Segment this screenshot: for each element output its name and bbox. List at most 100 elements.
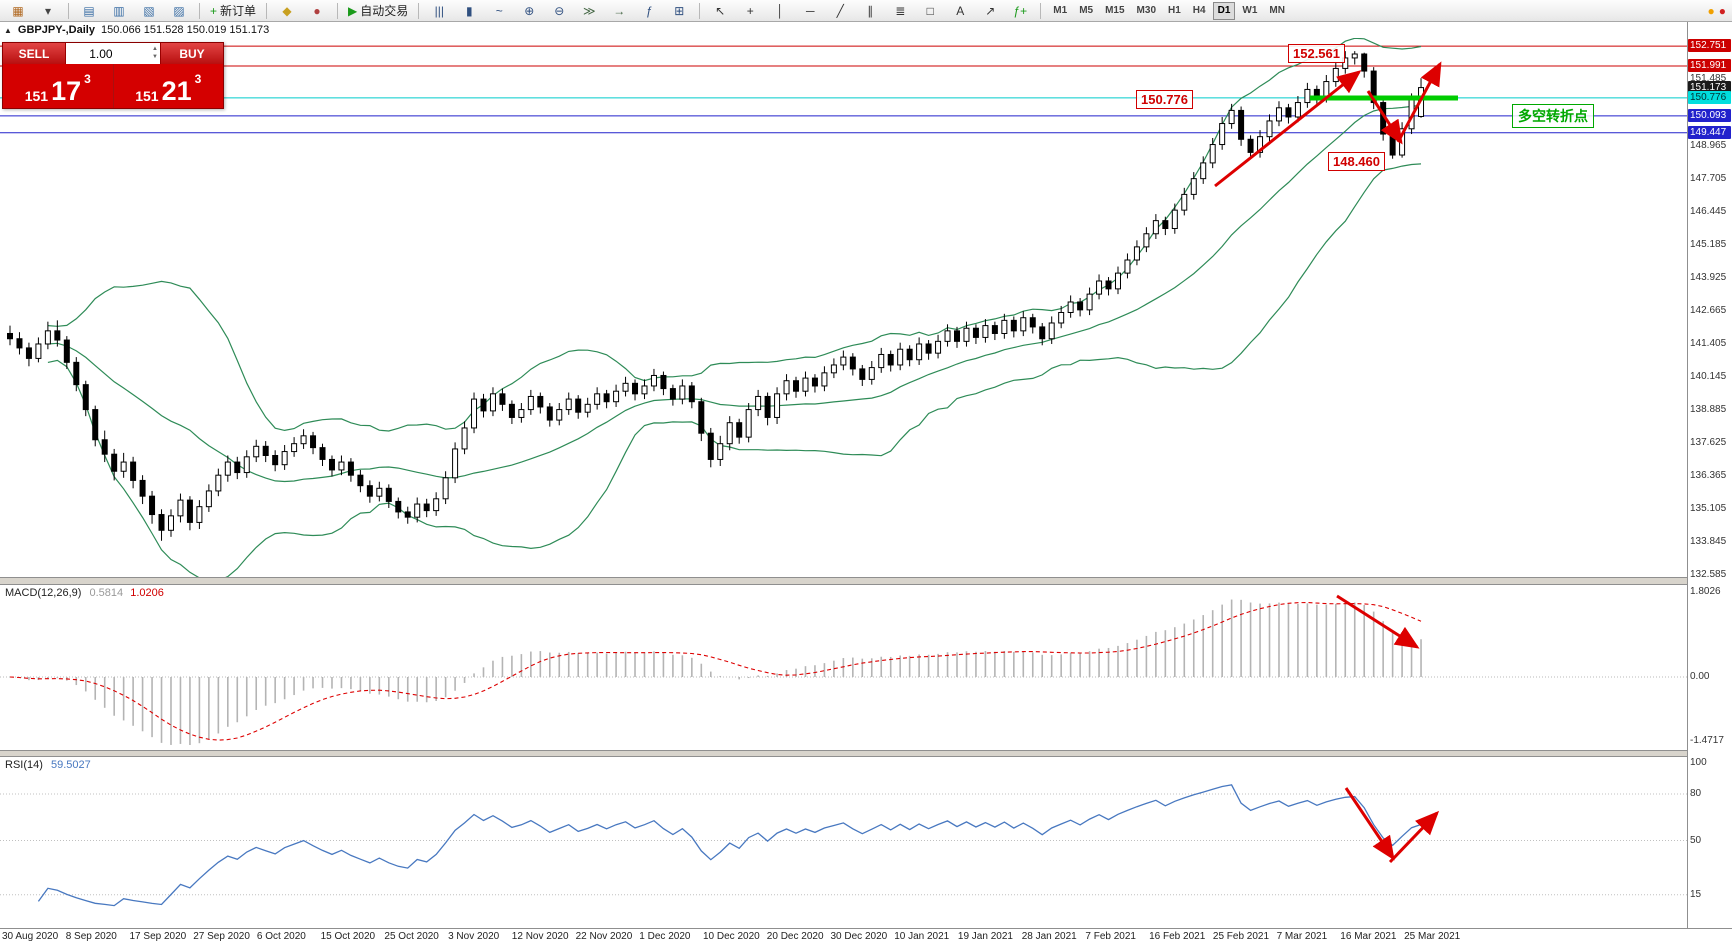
candle-body <box>1389 133 1396 156</box>
candle-body <box>537 395 544 408</box>
candle-body <box>139 479 146 497</box>
candle-body <box>811 377 818 387</box>
crosshair-button[interactable]: + <box>736 1 764 21</box>
main-price-chart[interactable] <box>0 38 1687 577</box>
candle-body <box>1114 272 1121 290</box>
fibonacci-button[interactable]: ≣ <box>886 1 914 21</box>
navigator-button[interactable]: ▧ <box>135 1 163 21</box>
vertical-line-button[interactable]: │ <box>766 1 794 21</box>
candle-body <box>499 393 506 405</box>
timeframe-button-W1[interactable]: W1 <box>1242 5 1258 16</box>
pane-separator[interactable] <box>0 577 1732 585</box>
annotation-swing-high[interactable]: 152.561 <box>1288 44 1345 63</box>
text-button[interactable]: A <box>946 1 974 21</box>
timeframe-button-M1[interactable]: M1 <box>1053 5 1068 16</box>
trend-arrow[interactable] <box>1388 810 1440 864</box>
macd-label: MACD(12,26,9) <box>5 587 82 599</box>
candle-body <box>376 487 383 497</box>
candle-body <box>622 382 629 392</box>
candle-body <box>641 385 648 395</box>
zoom-in-button[interactable]: ⊕ <box>515 1 543 21</box>
date-label: 28 Jan 2021 <box>1021 931 1077 942</box>
horizontal-line-icon: ─ <box>806 3 815 18</box>
date-label: 17 Sep 2020 <box>129 931 187 942</box>
candle-body <box>1247 138 1254 153</box>
alerts-button[interactable]: ● <box>303 1 331 21</box>
timeframe-button-M15[interactable]: M15 <box>1105 5 1125 16</box>
new-chart-button[interactable]: ▦ <box>4 1 32 21</box>
zoom-out-button[interactable]: ⊖ <box>545 1 573 21</box>
buy-button[interactable]: BUY <box>160 43 223 64</box>
price-axis-label: 50 <box>1690 834 1702 846</box>
volume-spinner[interactable]: ▲ ▼ <box>152 46 158 60</box>
candle-body <box>1096 280 1103 295</box>
arrows-button[interactable]: ↗ <box>976 1 1004 21</box>
timeframe-button-M5[interactable]: M5 <box>1079 5 1094 16</box>
metaeditor-button[interactable]: ◆ <box>273 1 301 21</box>
zoom-out-icon: ⊖ <box>554 3 565 18</box>
time-axis[interactable]: 30 Aug 2020 8 Sep 2020 17 Sep 2020 27 Sep 2… <box>0 928 1732 944</box>
candle-body <box>480 398 487 412</box>
price-axis[interactable] <box>1687 22 1732 928</box>
bar-chart-button[interactable]: ||| <box>425 1 453 21</box>
news-icon[interactable]: ● <box>1718 3 1726 18</box>
price-axis-label: 135.105 <box>1690 503 1727 515</box>
new-order-button[interactable]: + 新订单 <box>206 1 260 21</box>
timeframe-button-H1[interactable]: H1 <box>1168 5 1181 16</box>
line-chart-button[interactable]: ~ <box>485 1 513 21</box>
annotation-swing-low[interactable]: 148.460 <box>1328 152 1385 171</box>
bollinger-upper-band <box>47 38 1422 432</box>
timeframe-button-M30[interactable]: M30 <box>1136 5 1156 16</box>
trend-arrow[interactable] <box>1366 90 1403 145</box>
candle-body <box>764 395 771 418</box>
shapes-button[interactable]: □ <box>916 1 944 21</box>
candle-body <box>158 514 165 531</box>
trend-arrow[interactable] <box>1336 594 1420 649</box>
candle-chart-icon: ▮ <box>465 3 473 18</box>
trend-arrow[interactable] <box>1214 70 1362 188</box>
trend-arrow[interactable] <box>1396 61 1442 143</box>
autotrading-button[interactable]: ▶ 自动交易 <box>344 1 412 21</box>
chart-shift-button[interactable]: → <box>605 1 633 21</box>
indicators-button[interactable]: ƒ <box>635 1 663 21</box>
trend-arrow[interactable] <box>1344 787 1395 861</box>
date-label: 27 Sep 2020 <box>193 931 250 942</box>
volume-input[interactable] <box>66 45 136 62</box>
candle-body <box>414 503 421 518</box>
candle-body <box>1086 293 1093 311</box>
new-order-label: 新订单 <box>220 4 257 18</box>
buy-price[interactable]: 151 21 3 <box>114 64 224 108</box>
price-axis-label: 132.585 <box>1690 569 1727 581</box>
one-click-toggle-icon[interactable]: ▲ <box>4 25 12 35</box>
add-indicator-button[interactable]: ƒ+ <box>1006 1 1034 21</box>
profiles-button[interactable]: ▾ <box>34 1 62 21</box>
candle-chart-button[interactable]: ▮ <box>455 1 483 21</box>
timeframe-toolbar: M1 M5 M15 M30 H1 H4 D1 W1 MN <box>1047 1 1291 20</box>
pane-separator[interactable] <box>0 750 1732 757</box>
timeframe-button-D1[interactable]: D1 <box>1212 1 1236 20</box>
sell-price-prefix: 151 <box>24 88 49 104</box>
cursor-button[interactable]: ↖ <box>706 1 734 21</box>
sell-button[interactable]: SELL <box>3 43 66 64</box>
macd-pane[interactable] <box>0 585 1687 750</box>
terminal-button[interactable]: ▨ <box>165 1 193 21</box>
timeframe-button-H4[interactable]: H4 <box>1192 5 1206 16</box>
channel-button[interactable]: ∥ <box>856 1 884 21</box>
timeframe-button-MN[interactable]: MN <box>1269 5 1285 16</box>
annotation-support-level[interactable]: 150.776 <box>1136 90 1193 109</box>
annotation-turning-point[interactable]: 多空转折点 <box>1512 104 1594 128</box>
toolbar-separator <box>266 2 268 19</box>
community-icon[interactable]: ● <box>1707 3 1715 18</box>
candle-body <box>963 327 970 342</box>
tile-windows-button[interactable]: ⊞ <box>665 1 693 21</box>
candle-body <box>338 461 345 471</box>
market-watch-button[interactable]: ▤ <box>75 1 103 21</box>
trendline-button[interactable]: ╱ <box>826 1 854 21</box>
rsi-pane[interactable] <box>0 757 1687 928</box>
data-window-button[interactable]: ▥ <box>105 1 133 21</box>
candle-body <box>234 461 241 474</box>
sell-price[interactable]: 151 17 3 <box>3 64 114 108</box>
auto-scroll-button[interactable]: ≫ <box>575 1 603 21</box>
candle-body <box>1304 88 1311 104</box>
horizontal-line-button[interactable]: ─ <box>796 1 824 21</box>
